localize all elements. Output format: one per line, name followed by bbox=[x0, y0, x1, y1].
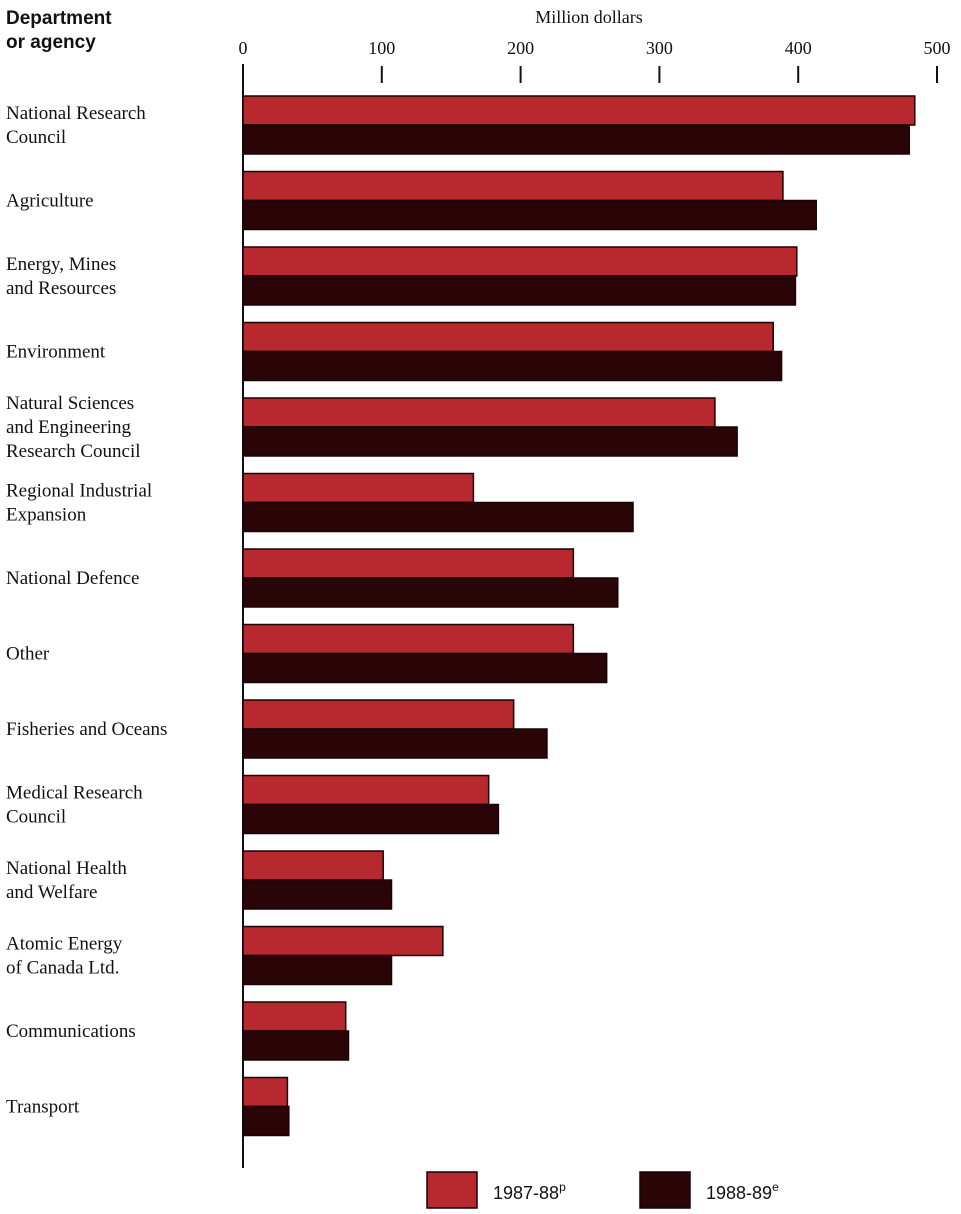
category-label: Transport bbox=[6, 1097, 80, 1118]
category-label: Fisheries and Oceans bbox=[6, 719, 167, 740]
legend-swatch bbox=[639, 1171, 691, 1209]
category-label: Research Council bbox=[6, 441, 141, 462]
bar-1988-89 bbox=[242, 124, 910, 155]
category-label: Energy, Mines bbox=[6, 254, 116, 275]
bar-1987-88 bbox=[242, 95, 916, 126]
bar-1988-89 bbox=[242, 652, 608, 684]
legend-swatch bbox=[426, 1171, 478, 1209]
bar-1987-88 bbox=[242, 321, 774, 353]
bar-1988-89 bbox=[242, 275, 797, 306]
bar-1987-88 bbox=[242, 397, 716, 428]
category-label: Council bbox=[6, 807, 66, 828]
category-label: National Defence bbox=[6, 568, 139, 589]
bar-1988-89 bbox=[242, 728, 548, 759]
bar-1988-89 bbox=[242, 879, 393, 910]
category-label: Council bbox=[6, 127, 66, 148]
bar-1987-88 bbox=[242, 170, 784, 202]
category-label: Other bbox=[6, 644, 50, 665]
tick-label: 0 bbox=[239, 38, 248, 58]
bars bbox=[242, 95, 916, 1137]
category-label: Expansion bbox=[6, 505, 87, 526]
category-axis-title-line: or agency bbox=[6, 32, 96, 53]
bar-1988-89 bbox=[242, 577, 619, 608]
bar-1987-88 bbox=[242, 472, 475, 504]
bar-1987-88 bbox=[242, 925, 444, 957]
tick-label: 400 bbox=[785, 38, 812, 58]
category-label: Medical Research bbox=[6, 783, 143, 804]
x-axis-ticks: 0 100 200 300 400 500 bbox=[239, 38, 951, 83]
category-label: and Resources bbox=[6, 278, 116, 299]
category-labels: National Research Council Agriculture Energ… bbox=[6, 103, 167, 1118]
bar-1988-89 bbox=[242, 954, 393, 986]
category-label: of Canada Ltd. bbox=[6, 958, 119, 979]
category-axis-title: Department or agency bbox=[6, 8, 112, 53]
category-label: Atomic Energy bbox=[6, 934, 123, 955]
tick-label: 100 bbox=[368, 38, 395, 58]
category-label: Regional Industrial bbox=[6, 481, 152, 502]
category-axis-title-line: Department bbox=[6, 8, 112, 29]
bar-1987-88 bbox=[242, 623, 575, 655]
bar-1987-88 bbox=[242, 1001, 347, 1032]
bar-1988-89 bbox=[242, 199, 817, 231]
category-label: and Engineering bbox=[6, 417, 132, 438]
bar-1987-88 bbox=[242, 699, 515, 730]
tick-label: 200 bbox=[507, 38, 534, 58]
bar-1988-89 bbox=[242, 501, 634, 533]
bar-1987-88 bbox=[242, 548, 575, 579]
bar-1988-89 bbox=[242, 1030, 350, 1061]
bar-1987-88 bbox=[242, 1076, 289, 1108]
legend-label: 1987-88p bbox=[493, 1180, 566, 1203]
bar-1988-89 bbox=[242, 350, 783, 382]
category-label: National Research bbox=[6, 103, 146, 124]
category-label: Environment bbox=[6, 342, 106, 363]
category-label: National Health bbox=[6, 858, 127, 879]
category-label: Agriculture bbox=[6, 191, 94, 212]
bar-1988-89 bbox=[242, 1105, 290, 1137]
bar-1987-88 bbox=[242, 774, 490, 806]
tick-label: 500 bbox=[924, 38, 951, 58]
tick-label: 300 bbox=[646, 38, 673, 58]
category-label: Natural Sciences bbox=[6, 393, 134, 414]
bar-1988-89 bbox=[242, 803, 500, 835]
category-label: and Welfare bbox=[6, 882, 97, 903]
bar-1987-88 bbox=[242, 850, 384, 881]
legend: 1987-88p 1988-89e bbox=[426, 1171, 779, 1209]
bar-1987-88 bbox=[242, 246, 798, 277]
value-axis-title: Million dollars bbox=[535, 7, 643, 27]
bar-1988-89 bbox=[242, 426, 738, 457]
category-label: Communications bbox=[6, 1021, 136, 1042]
legend-label: 1988-89e bbox=[706, 1180, 779, 1203]
